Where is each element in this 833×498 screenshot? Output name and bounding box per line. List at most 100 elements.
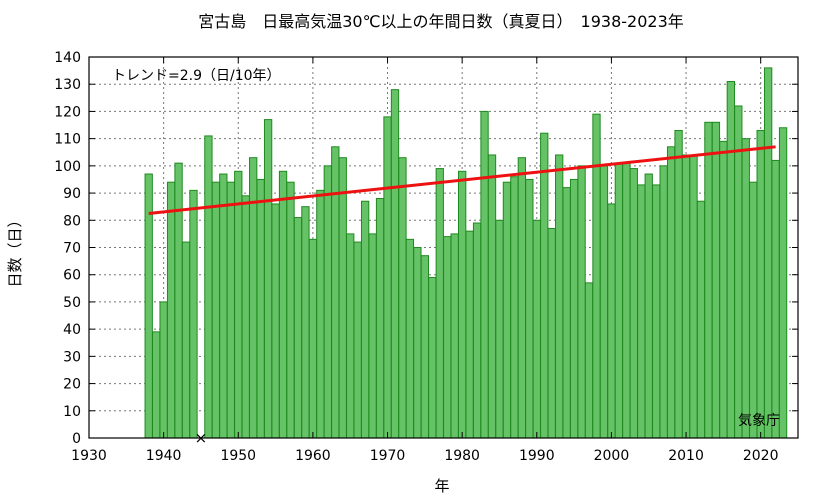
- bar: [472, 222, 482, 439]
- bar: [375, 198, 385, 439]
- ticks: [88, 56, 798, 439]
- bar: [637, 184, 646, 439]
- bar: [174, 162, 183, 439]
- bar: [562, 187, 571, 439]
- bar: [271, 203, 280, 439]
- x-tick-label: 1930: [71, 448, 107, 464]
- bar: [502, 181, 512, 439]
- y-tick-label: 60: [63, 268, 81, 284]
- bar: [532, 219, 541, 439]
- bar: [584, 282, 594, 439]
- bar: [726, 80, 735, 439]
- bar: [458, 170, 467, 439]
- bar: [428, 276, 437, 439]
- bar: [368, 233, 377, 439]
- bar: [666, 146, 676, 439]
- bar: [778, 127, 788, 439]
- y-tick-label: 0: [72, 431, 81, 447]
- bar: [450, 233, 459, 439]
- bar: [622, 162, 631, 439]
- y-tick-label: 30: [63, 349, 81, 365]
- bar: [771, 159, 780, 439]
- bar: [719, 140, 728, 439]
- bar: [592, 113, 601, 439]
- bar: [360, 200, 370, 439]
- bar: [681, 154, 691, 439]
- bar: [263, 119, 273, 439]
- x-tick-label: 1990: [519, 448, 555, 464]
- bar: [443, 236, 452, 439]
- bar: [644, 173, 653, 439]
- bar: [152, 331, 161, 439]
- y-tick-label: 40: [63, 322, 81, 338]
- x-tick-labels: 1930 1940 1950 1960 1970 1980 1990 2000 2010 2020: [71, 448, 778, 464]
- y-tick-label: 10: [63, 404, 81, 420]
- x-tick-label: 2020: [743, 448, 779, 464]
- bar: [405, 238, 415, 439]
- bar: [659, 165, 668, 439]
- bar: [308, 238, 318, 439]
- x-tick-label: 1980: [444, 448, 480, 464]
- y-tick-label: 110: [54, 132, 81, 148]
- y-tick-label: 50: [63, 295, 81, 311]
- bar: [525, 178, 534, 439]
- bar: [316, 189, 325, 439]
- bar: [383, 116, 392, 439]
- bar: [495, 219, 504, 439]
- bar: [390, 89, 400, 439]
- bar: [256, 178, 265, 439]
- bar: [652, 184, 661, 439]
- bar: [219, 173, 228, 439]
- y-tick-label: 130: [54, 77, 81, 93]
- y-tick-label: 120: [54, 104, 81, 120]
- bar: [487, 154, 497, 439]
- bar: [293, 217, 303, 439]
- bar: [159, 301, 168, 439]
- bar: [689, 154, 698, 439]
- bar: [181, 241, 191, 439]
- bar: [278, 170, 288, 439]
- bar: [249, 157, 258, 439]
- bar: [555, 154, 564, 439]
- bar: [741, 138, 750, 439]
- x-axis-label: 年: [434, 477, 449, 495]
- bar: [696, 200, 706, 439]
- bar: [480, 110, 489, 439]
- x-tick-label: 1950: [220, 448, 256, 464]
- trend-line: [148, 145, 776, 215]
- bar: [711, 121, 721, 439]
- y-tick-label: 20: [63, 377, 81, 393]
- bar: [226, 181, 235, 439]
- x-tick-label: 2010: [668, 448, 704, 464]
- chart-title: 宮古島 日最高気温30℃以上の年間日数（真夏日） 1938-2023年: [198, 12, 684, 31]
- x-tick-label: 1970: [370, 448, 406, 464]
- bar: [241, 195, 250, 439]
- bar: [465, 230, 474, 439]
- bar: [734, 105, 743, 439]
- bar: [331, 146, 340, 439]
- bar: [211, 181, 221, 439]
- bar: [569, 178, 579, 439]
- bar: [749, 181, 758, 439]
- bar: [166, 181, 176, 439]
- bar: [204, 135, 213, 439]
- bar: [323, 165, 332, 439]
- bar: [577, 165, 586, 439]
- y-axis-label: 日数（日）: [6, 212, 24, 287]
- bar: [189, 189, 198, 439]
- bar: [674, 129, 683, 439]
- bar: [435, 168, 444, 439]
- bar: [629, 168, 638, 439]
- bar: [346, 233, 355, 439]
- bar: [353, 241, 362, 439]
- x-tick-label: 1960: [295, 448, 331, 464]
- x-tick-label: 1940: [146, 448, 182, 464]
- bar: [338, 157, 347, 439]
- bar: [756, 129, 765, 439]
- bar: [763, 67, 773, 439]
- bars: [144, 67, 788, 439]
- y-tick-label: 90: [63, 186, 81, 202]
- bar: [614, 162, 624, 439]
- source-label: 気象庁: [738, 413, 780, 429]
- bar: [234, 170, 243, 439]
